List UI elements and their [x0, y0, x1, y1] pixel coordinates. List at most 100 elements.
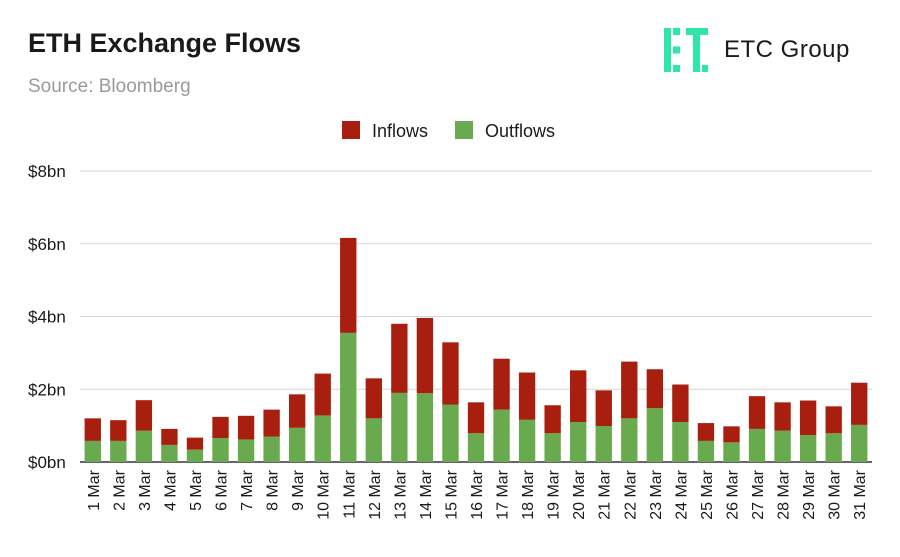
x-tick-label: 5 Mar	[188, 469, 205, 511]
bar-outflows	[851, 424, 868, 462]
legend-swatch-inflows	[342, 121, 360, 139]
gridlines	[80, 170, 872, 463]
bar-inflows	[697, 423, 715, 441]
bar-inflows	[595, 390, 612, 426]
bar-outflows	[84, 440, 101, 462]
y-tick-label: $0bn	[28, 453, 66, 472]
bar-outflows	[723, 442, 740, 462]
x-tick-label: 2 Mar	[111, 469, 128, 511]
bar-outflows	[518, 419, 536, 462]
x-tick-label: 19 Mar	[546, 469, 563, 519]
x-tick-label: 16 Mar	[469, 469, 486, 519]
bar-inflows	[518, 372, 536, 420]
bar-inflows	[365, 378, 382, 419]
y-axis: $0bn $2bn $4bn $6bn $8bn	[28, 162, 66, 472]
x-tick-label: 10 Mar	[316, 469, 333, 519]
bar-outflows	[416, 393, 434, 462]
bar-inflows	[237, 415, 255, 440]
bar-inflows	[110, 420, 127, 441]
bar-outflows	[365, 418, 382, 462]
bar-inflows	[442, 342, 459, 405]
brand-logo: ETC Group	[662, 26, 850, 74]
x-tick-label: 23 Mar	[648, 469, 665, 519]
y-tick-label: $2bn	[28, 380, 66, 399]
bar-inflows	[851, 382, 868, 425]
legend: Inflows Outflows	[342, 121, 555, 141]
bar-outflows	[110, 440, 127, 462]
x-axis: 1 Mar 2 Mar 3 Mar 4 Mar 5 Mar 6 Mar 7 Mar 8 Mar…	[86, 469, 869, 519]
chart-subtitle: Source: Bloomberg	[28, 76, 191, 97]
bar-inflows	[288, 394, 306, 428]
bar-outflows	[442, 404, 459, 462]
legend-label-inflows: Inflows	[372, 121, 428, 141]
bar-outflows	[237, 439, 255, 462]
x-tick-label: 1 Mar	[86, 469, 103, 511]
bar-inflows	[493, 358, 510, 410]
bar-outflows	[799, 435, 817, 462]
bar-inflows	[570, 370, 587, 422]
x-tick-label: 29 Mar	[801, 469, 818, 519]
bar-inflows	[161, 428, 178, 445]
bar-inflows	[391, 323, 408, 393]
x-tick-label: 6 Mar	[214, 469, 231, 511]
bar-inflows	[212, 416, 229, 438]
x-tick-label: 15 Mar	[443, 469, 460, 519]
bar-inflows	[799, 400, 817, 436]
bar-outflows	[646, 408, 664, 462]
bars	[84, 237, 868, 462]
x-tick-label: 31 Mar	[852, 469, 869, 519]
legend-swatch-outflows	[455, 121, 473, 139]
x-tick-label: 20 Mar	[571, 469, 588, 519]
bar-inflows	[135, 400, 153, 431]
y-tick-label: $8bn	[28, 162, 66, 181]
etc-group-logo-icon	[664, 28, 708, 72]
bar-outflows	[595, 425, 612, 462]
bar-inflows	[825, 406, 842, 434]
bar-inflows	[263, 409, 280, 437]
bar-inflows	[84, 418, 101, 441]
y-tick-label: $6bn	[28, 235, 66, 254]
x-tick-label: 21 Mar	[597, 469, 614, 519]
bar-outflows	[544, 433, 561, 462]
bar-inflows	[340, 237, 357, 333]
y-tick-label: $4bn	[28, 308, 66, 327]
x-tick-label: 28 Mar	[776, 469, 793, 519]
x-tick-label: 27 Mar	[750, 469, 767, 519]
bar-outflows	[391, 392, 408, 462]
x-tick-label: 13 Mar	[392, 469, 409, 519]
x-tick-label: 25 Mar	[699, 469, 716, 519]
x-tick-label: 30 Mar	[827, 469, 844, 519]
brand-name: ETC Group	[724, 36, 850, 63]
bar-outflows	[825, 433, 842, 462]
x-tick-label: 7 Mar	[239, 469, 256, 511]
bar-outflows	[340, 332, 357, 462]
bar-inflows	[186, 437, 204, 450]
bar-outflows	[263, 436, 280, 462]
x-tick-label: 9 Mar	[290, 469, 307, 511]
legend-label-outflows: Outflows	[485, 121, 555, 141]
bar-inflows	[774, 402, 791, 431]
bar-inflows	[416, 317, 434, 394]
bar-outflows	[493, 409, 510, 462]
bar-inflows	[314, 373, 331, 416]
bar-outflows	[186, 449, 204, 462]
bar-inflows	[748, 396, 766, 429]
x-tick-label: 24 Mar	[673, 469, 690, 519]
x-tick-label: 11 Mar	[341, 469, 358, 518]
bar-outflows	[288, 427, 306, 462]
bar-inflows	[621, 361, 638, 419]
x-tick-label: 3 Mar	[137, 469, 154, 511]
x-tick-label: 8 Mar	[265, 469, 282, 511]
bar-outflows	[135, 430, 153, 462]
bar-outflows	[774, 430, 791, 462]
bar-inflows	[723, 426, 740, 443]
chart-title: ETH Exchange Flows	[28, 28, 302, 58]
bar-outflows	[212, 437, 229, 462]
bar-outflows	[467, 433, 485, 462]
bar-outflows	[672, 421, 689, 462]
x-tick-label: 22 Mar	[622, 469, 639, 519]
bar-outflows	[570, 421, 587, 462]
bar-inflows	[672, 384, 689, 422]
x-tick-label: 12 Mar	[367, 469, 384, 519]
